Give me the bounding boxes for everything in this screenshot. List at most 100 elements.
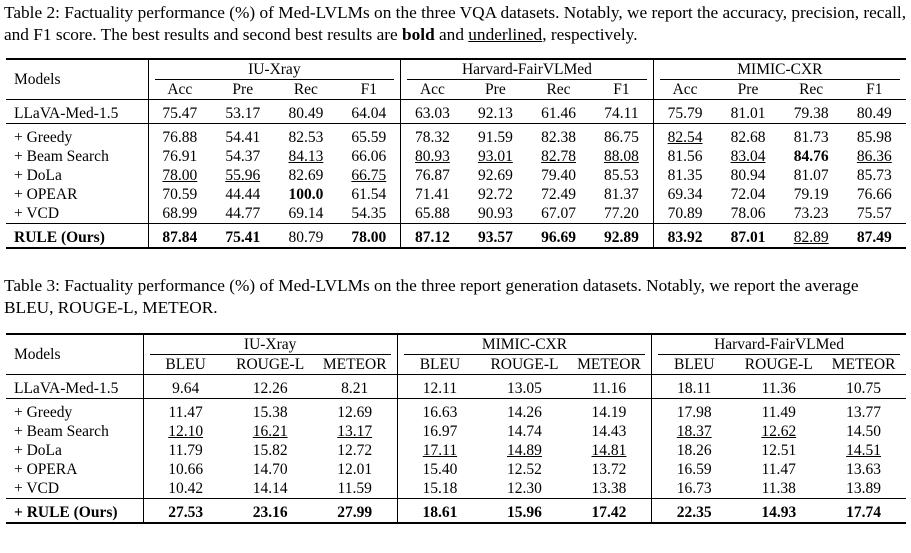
value-cell: 17.74 <box>821 498 906 524</box>
value-cell: 66.75 <box>337 166 400 185</box>
column-header: F1 <box>866 81 883 98</box>
value-cell: 76.88 <box>147 123 212 147</box>
group-name: MIMIC-CXR <box>659 60 900 80</box>
value-cell: 82.53 <box>274 123 338 147</box>
column-header: BLEU <box>142 355 228 375</box>
column-header: ROUGE-L <box>744 356 813 373</box>
caption-text: underlined <box>468 25 543 44</box>
value-cell: 61.54 <box>351 186 387 203</box>
value-cell: 85.98 <box>842 123 906 147</box>
cell-text: 66.75 <box>351 167 387 184</box>
group-header: MIMIC-CXR <box>396 333 652 355</box>
data-row: + VCD 68.99 44.77 69.14 54.35 65.88 90.93 67.07… <box>6 204 906 224</box>
value-cell: 76.91 <box>147 147 212 166</box>
value-cell: 82.89 <box>779 223 843 249</box>
value-cell: 16.97 <box>396 422 483 441</box>
value-cell: 65.88 <box>400 204 464 224</box>
model-name: + Beam Search <box>14 148 109 165</box>
group-header: Harvard-FairVLMed <box>400 58 654 80</box>
value-cell: 23.16 <box>227 498 313 524</box>
value-cell: 80.49 <box>274 99 338 124</box>
value-cell: 10.75 <box>821 374 906 399</box>
value-cell: 13.38 <box>591 480 627 497</box>
cell-text: 84.13 <box>288 148 324 165</box>
value-cell: 54.37 <box>225 148 261 165</box>
value-cell: 64.04 <box>337 99 401 124</box>
column-header: Rec <box>546 81 571 98</box>
value-cell: 18.61 <box>396 498 483 524</box>
data-row: RULE (Ours) 87.84 75.41 80.79 78.00 87.12 93.5… <box>6 223 906 249</box>
value-cell: 79.40 <box>541 167 576 184</box>
value-cell: 81.01 <box>716 99 780 124</box>
value-cell: 86.75 <box>590 123 654 147</box>
value-cell: 13.89 <box>846 480 881 497</box>
caption-text: Table 3: Factuality performance (%) of M… <box>4 276 859 317</box>
value-cell: 67.07 <box>541 205 576 222</box>
column-header: Pre <box>485 81 506 98</box>
data-row: + Greedy 11.47 15.38 12.69 16.63 14.26 14.19 17… <box>6 398 906 422</box>
value-cell: 15.18 <box>396 479 483 499</box>
model-name: LLaVA-Med-1.5 <box>6 99 149 124</box>
data-row: + OPERA 10.66 14.70 12.01 15.40 12.52 13.72 16.… <box>6 460 906 479</box>
value-cell: 9.64 <box>142 374 228 399</box>
cell-text: 22.35 <box>676 504 712 521</box>
value-cell: 12.11 <box>396 374 483 399</box>
data-row: + Greedy 76.88 54.41 82.53 65.59 78.32 91.59 82… <box>6 123 906 147</box>
data-row: + DoLa 78.00 55.96 82.69 66.75 76.87 92.69 79.4… <box>6 166 906 185</box>
model-name: + Greedy <box>6 398 144 422</box>
cell-text: 96.69 <box>541 229 576 246</box>
model-name: + DoLa <box>14 167 62 184</box>
value-cell: 63.03 <box>400 99 464 124</box>
column-header: F1 <box>613 81 630 98</box>
value-cell: 12.72 <box>337 442 373 459</box>
column-header: F1 <box>360 81 377 98</box>
group-header: Harvard-FairVLMed <box>651 333 906 355</box>
header-row: Acc Pre Rec F1 Acc Pre Rec F1 Acc Pre Rec F1 <box>6 80 906 100</box>
value-cell: 83.04 <box>716 147 779 166</box>
value-cell: 12.69 <box>312 398 398 422</box>
column-header: Rec <box>799 81 824 98</box>
value-cell: 12.30 <box>507 480 542 497</box>
column-header: METEOR <box>577 356 641 373</box>
cell-text: 93.57 <box>477 229 513 246</box>
column-header: Pre <box>737 81 759 98</box>
value-cell: 84.13 <box>274 147 337 166</box>
value-cell: 96.69 <box>526 223 591 249</box>
value-cell: 80.49 <box>842 99 906 124</box>
value-cell: 16.73 <box>651 479 737 499</box>
cell-text: 14.81 <box>591 442 627 459</box>
value-cell: 14.26 <box>482 398 567 422</box>
value-cell: 92.72 <box>477 186 513 203</box>
group-header: MIMIC-CXR <box>652 58 906 80</box>
value-cell: 13.17 <box>313 422 398 441</box>
value-cell: 55.96 <box>211 166 274 185</box>
value-cell: 73.23 <box>793 205 829 222</box>
value-cell: 75.57 <box>856 205 892 222</box>
value-cell: 79.19 <box>793 186 829 203</box>
value-cell: 18.11 <box>651 374 737 399</box>
data-row: + DoLa 11.79 15.82 12.72 17.11 14.89 14.81 18.2… <box>6 441 906 460</box>
value-cell: 88.08 <box>590 147 653 166</box>
cell-text: 87.12 <box>415 229 450 246</box>
value-cell: 81.07 <box>793 167 829 184</box>
cell-text: 17.74 <box>846 504 881 521</box>
caption-text: Table 2: Factuality performance (%) of M… <box>4 3 907 44</box>
value-cell: 81.73 <box>779 123 843 147</box>
value-cell: 14.43 <box>591 423 627 440</box>
value-cell: 14.19 <box>566 398 652 422</box>
model-name: + DoLa <box>14 442 62 459</box>
cell-text: 27.53 <box>168 504 204 521</box>
value-cell: 80.93 <box>400 147 464 166</box>
cell-text: 88.08 <box>604 148 639 165</box>
value-cell: 17.42 <box>566 498 652 524</box>
value-cell: 82.54 <box>652 123 717 147</box>
value-cell: 78.32 <box>400 123 464 147</box>
data-row: + Beam Search 76.91 54.37 84.13 66.06 80.93 93… <box>6 147 906 166</box>
group-header: IU-Xray <box>147 58 401 80</box>
group-name: Harvard-FairVLMed <box>658 335 900 355</box>
column-header: BLEU <box>396 355 483 375</box>
value-cell: 90.93 <box>477 205 513 222</box>
value-cell: 77.20 <box>604 205 639 222</box>
data-row: + Beam Search 12.10 16.21 13.17 16.97 14.74 14… <box>6 422 906 441</box>
column-header: Rec <box>293 81 318 98</box>
